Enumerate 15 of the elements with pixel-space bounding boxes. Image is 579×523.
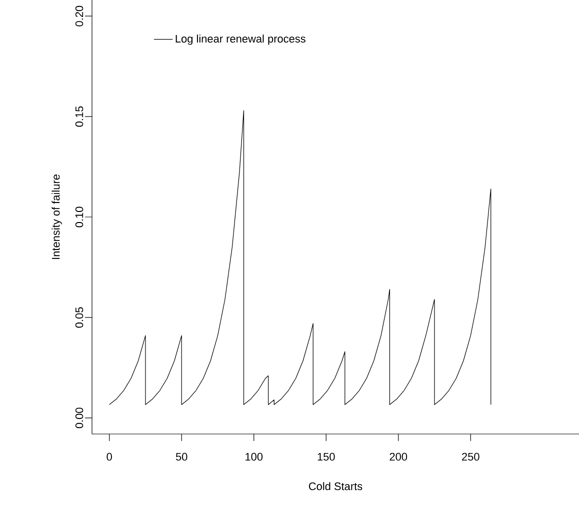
- y-tick-label: 0.20: [75, 6, 84, 26]
- y-axis-title: Intensity of failure: [52, 174, 62, 259]
- x-tick-label: 200: [390, 452, 408, 461]
- y-tick-label: 0.10: [75, 206, 84, 228]
- x-tick-label: 50: [176, 452, 188, 461]
- legend-label: Log linear renewal process: [176, 34, 306, 45]
- y-tick-label: 0.00: [75, 408, 84, 428]
- x-tick-label: 0: [106, 452, 112, 461]
- x-tick-label: 150: [318, 452, 335, 461]
- x-tick-label: 250: [462, 452, 480, 461]
- x-tick-label: 100: [246, 452, 263, 461]
- y-tick-label: 0.15: [75, 106, 84, 127]
- x-axis-title: Cold Starts: [308, 482, 362, 490]
- line-series: [109, 110, 492, 405]
- y-tick-label: 0.05: [75, 307, 84, 328]
